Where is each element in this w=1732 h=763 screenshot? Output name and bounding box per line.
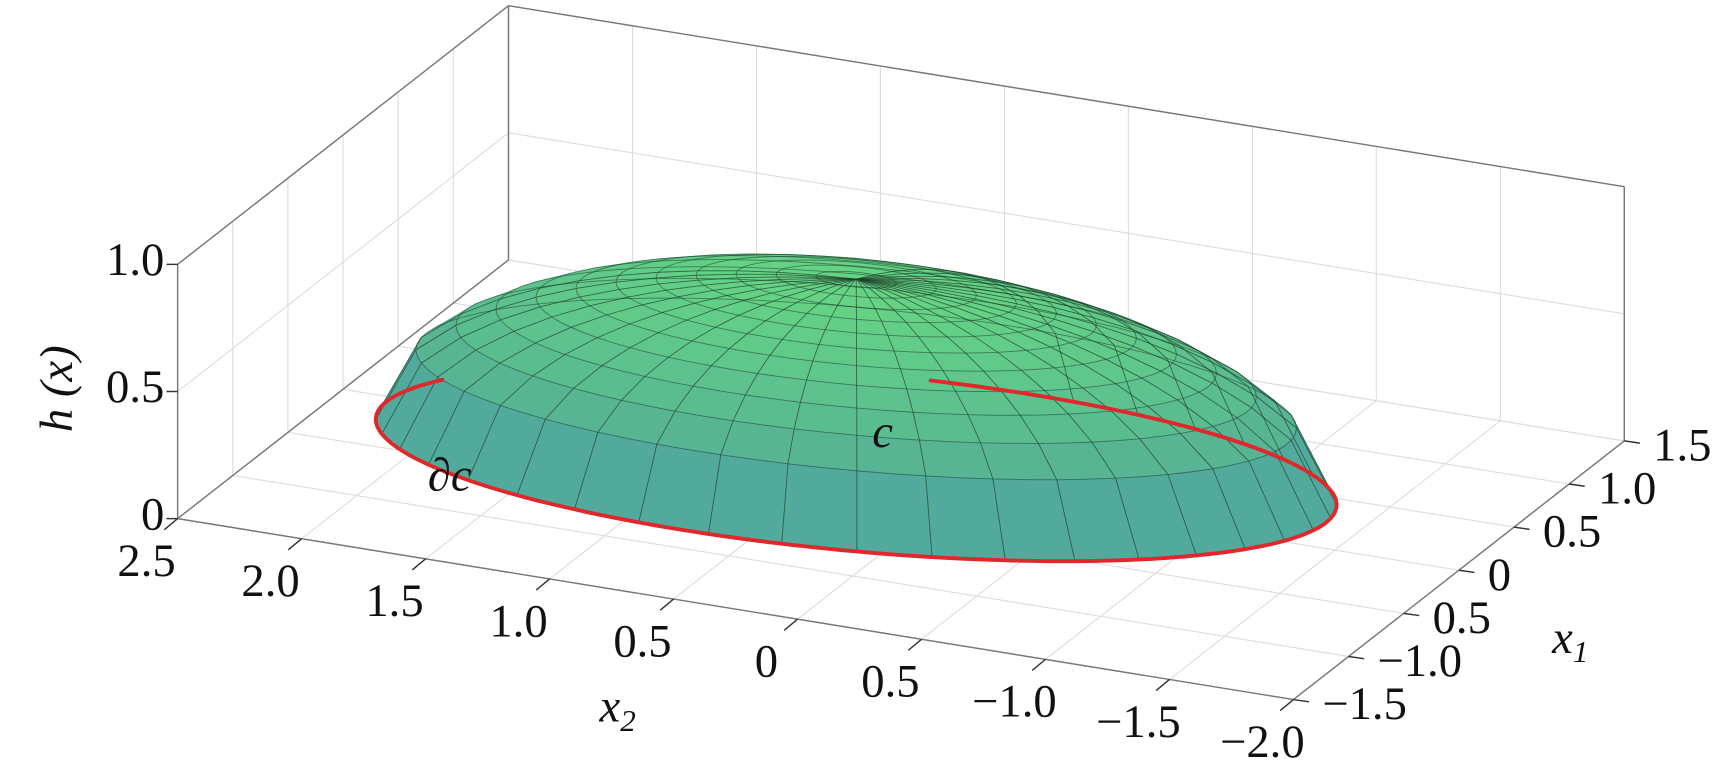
mesh-line — [575, 255, 1137, 372]
mesh-line — [775, 264, 937, 299]
x2-tick-label: 2.5 — [117, 535, 175, 587]
tick — [1458, 569, 1475, 574]
x1-label-sub: 1 — [1573, 634, 1589, 669]
x1-tick-label: 1.0 — [1598, 463, 1656, 515]
z-tick-label: 1.0 — [106, 234, 164, 286]
axis-edge — [177, 5, 509, 265]
tick — [1624, 440, 1640, 444]
z-tick-label: 0 — [141, 488, 164, 540]
tick — [1279, 699, 1294, 712]
x2-axis-label: x2 — [599, 680, 636, 738]
z-tick-label: 0.5 — [106, 361, 164, 413]
labels: h (x) x2 x1 c ∂c — [31, 345, 1589, 738]
mesh-line — [415, 297, 1298, 481]
surface-patch — [781, 463, 858, 552]
tick — [163, 518, 179, 531]
x2-tick-label: 0.5 — [861, 656, 919, 708]
grid-line — [508, 132, 1625, 315]
x2-label-main: x — [599, 680, 621, 732]
tick — [1513, 526, 1530, 531]
tick — [287, 538, 303, 551]
tick — [411, 558, 427, 571]
x1-tick-label: 0.5 — [1543, 506, 1601, 558]
annotation: c — [872, 406, 893, 458]
tick — [1348, 655, 1365, 660]
x2-tick-label: 2.0 — [241, 555, 299, 607]
tick — [907, 638, 922, 651]
x1-axis-label: x1 — [1551, 612, 1588, 670]
tick — [1293, 698, 1310, 703]
mesh-line — [495, 266, 1217, 416]
surface — [373, 253, 1339, 564]
x1-label-main: x — [1551, 612, 1573, 664]
x1-tick-label: 0 — [1488, 549, 1511, 601]
z-axis-label: h (x) — [31, 345, 83, 432]
boundary — [373, 377, 1339, 564]
surface-patch — [708, 454, 789, 545]
x2-tick-label: 0 — [755, 635, 778, 687]
tick — [1569, 483, 1585, 487]
tick — [535, 578, 551, 591]
tick — [1155, 678, 1170, 692]
x2-tick-label: −1.0 — [972, 676, 1057, 728]
axis-edge — [508, 4, 1625, 188]
mesh-line — [535, 259, 1177, 393]
annotation: ∂c — [428, 449, 472, 501]
tick — [1403, 612, 1420, 617]
x1-tick-label: −1.0 — [1377, 635, 1462, 687]
x2-tick-label: −1.5 — [1096, 696, 1181, 748]
surface-patch — [856, 470, 933, 558]
axis-edge — [177, 517, 1294, 701]
mesh-line — [455, 277, 1257, 444]
x2-tick-label: 0.5 — [613, 615, 671, 667]
x2-label-sub: 2 — [620, 703, 636, 738]
surface-patch — [925, 475, 1006, 561]
tick — [783, 618, 798, 631]
x2-tick-label: 1.0 — [489, 595, 547, 647]
tick — [659, 598, 675, 611]
x2-tick-label: 1.5 — [365, 575, 423, 627]
mesh-line — [695, 256, 1017, 323]
mesh-line — [615, 253, 1097, 354]
x1-tick-label: 0.5 — [1433, 592, 1491, 644]
x2-tick-label: −2.0 — [1220, 716, 1305, 763]
x1-tick-label: 1.5 — [1653, 419, 1711, 471]
grid-line — [232, 474, 1349, 658]
axis-edge — [177, 259, 509, 520]
x1-tick-label: −1.5 — [1322, 678, 1407, 730]
grid-line — [177, 132, 509, 392]
tick — [1031, 658, 1046, 672]
